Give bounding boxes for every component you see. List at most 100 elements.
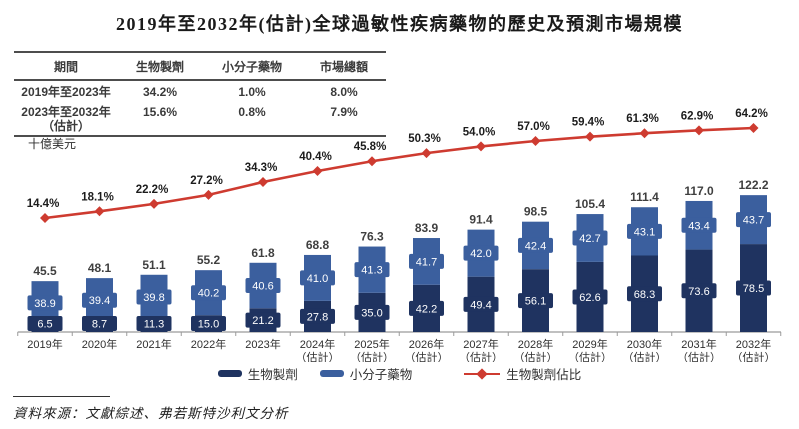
ratio-percent-label: 18.1% — [81, 191, 114, 203]
biologics-value-label: 42.2 — [416, 303, 437, 315]
biologics-value-label: 73.6 — [688, 286, 709, 298]
biologics-value-label: 49.4 — [470, 299, 491, 311]
biologics-value-label: 21.2 — [252, 315, 273, 327]
small-molecule-value-chip — [354, 262, 390, 278]
small-molecule-value-chip — [627, 223, 662, 239]
x-axis-label: 2023年 — [245, 337, 280, 351]
small-molecule-value-label: 41.0 — [307, 273, 328, 285]
small-molecule-swatch-icon — [319, 370, 344, 377]
x-axis-label-note: （估計） — [296, 350, 340, 362]
ratio-percent-label: 27.2% — [190, 175, 223, 187]
biologics-value-chip — [82, 316, 117, 331]
legend-item-biologics: 生物製劑 — [217, 364, 298, 383]
small-molecule-value-chip — [245, 278, 281, 294]
ratio-point-diamond — [203, 189, 214, 200]
small-molecule-value-chip — [82, 292, 117, 308]
cell-market-total-cagr: 7.9% — [330, 105, 358, 119]
source-divider — [13, 396, 110, 397]
biologics-value-chip — [518, 293, 553, 309]
biologics-value-chip — [245, 312, 281, 328]
bar-total-label: 61.8 — [251, 246, 275, 260]
x-axis-label-note: （估計） — [623, 350, 667, 362]
period-text: 2019年至2023年 — [21, 85, 111, 99]
ratio-point-diamond — [94, 206, 105, 217]
ratio-line — [44, 126, 754, 220]
chart-legend: 生物製劑 小分子藥物 生物製劑佔比 — [0, 364, 799, 383]
x-axis-label-note: （估計） — [350, 350, 394, 362]
x-axis-label-note: （估計） — [459, 350, 503, 362]
col-header-period: 期間 — [14, 52, 118, 81]
small-molecule-value-label: 42.4 — [525, 240, 546, 252]
bar-total-label: 111.4 — [630, 190, 659, 204]
bar-total-label: 76.3 — [360, 230, 384, 244]
ratio-point-diamond — [748, 122, 759, 133]
small-molecule-value-label: 39.4 — [89, 295, 110, 307]
cagr-table: 期間 生物製劑 小分子藥物 市場總額 2019年至2023年 34.2% 1.0… — [14, 51, 386, 137]
ratio-percent-label: 22.2% — [136, 184, 169, 196]
bar-total-label: 91.4 — [469, 213, 493, 227]
period-note: （估計） — [41, 119, 90, 133]
ratio-point-diamond — [639, 128, 650, 139]
x-axis-label-note: （估計） — [405, 350, 449, 362]
biologics-value-chip — [354, 304, 390, 320]
ratio-point-diamond — [149, 198, 159, 209]
col-header-small-molecule: 小分子藥物 — [202, 52, 302, 81]
ratio-percent-label: 14.4% — [27, 198, 60, 210]
cell-biologics-cagr: 15.6% — [142, 105, 178, 119]
cell-period: 2023年至2032年 （估計） — [14, 101, 118, 136]
biologics-value-chip — [27, 316, 63, 331]
small-molecule-value-chip — [300, 270, 335, 286]
ratio-point-diamond — [312, 165, 323, 176]
bar-total-label: 68.8 — [306, 238, 330, 252]
biologics-value-chip — [409, 300, 444, 316]
biologics-value-chip — [191, 316, 226, 331]
cell-market-total-cagr: 8.0% — [330, 85, 358, 99]
ratio-percent-label: 57.0% — [517, 121, 550, 133]
ratio-point-diamond — [694, 125, 704, 136]
biologics-value-chip — [572, 289, 608, 305]
small-molecule-value-chip — [191, 285, 226, 301]
small-molecule-value-label: 43.1 — [634, 226, 655, 238]
bar-total-label: 105.4 — [575, 197, 605, 211]
x-axis-label-note: （估計） — [677, 350, 721, 362]
ratio-point-diamond — [585, 131, 595, 142]
x-axis-label: 2025年 — [354, 337, 389, 351]
table-header-row: 期間 生物製劑 小分子藥物 市場總額 — [14, 52, 386, 81]
biologics-value-label: 68.3 — [634, 289, 655, 301]
page-title: 2019年至2032年(估計)全球過敏性疾病藥物的歷史及預測市場規模 — [116, 14, 683, 34]
small-molecule-value-label: 40.2 — [198, 288, 219, 300]
ratio-point-diamond — [421, 148, 432, 159]
table-row: 2023年至2032年 （估計） 15.6% 0.8% 7.9% — [14, 101, 386, 136]
small-molecule-value-chip — [27, 295, 63, 311]
x-axis-label: 2028年 — [518, 337, 553, 351]
small-molecule-value-chip — [409, 253, 444, 269]
ratio-percent-label: 34.3% — [245, 162, 278, 174]
cell-biologics-cagr: 34.2% — [142, 85, 178, 99]
table-row: 2019年至2023年 34.2% 1.0% 8.0% — [14, 80, 386, 101]
small-molecule-value-label: 42.0 — [470, 248, 491, 260]
biologics-value-label: 62.6 — [579, 292, 600, 304]
ratio-point-diamond — [367, 156, 377, 167]
small-molecule-value-label: 42.7 — [579, 233, 600, 245]
legend-label: 生物製劑佔比 — [506, 368, 582, 382]
ratio-point-diamond — [530, 136, 541, 147]
x-axis-label: 2029年 — [572, 337, 607, 351]
small-molecule-value-label: 43.7 — [743, 215, 764, 227]
biologics-value-label: 35.0 — [361, 307, 382, 319]
bar-total-label: 48.1 — [88, 261, 112, 275]
stacked-bar-line-chart: 6.5 38.9 45.5 2019年 8.7 39.4 48.1 2020年 11.3 39.8… — [17, 108, 782, 362]
bar-total-label: 117.0 — [684, 184, 714, 198]
ratio-point-diamond — [258, 177, 268, 188]
biologics-value-chip — [136, 316, 172, 331]
cell-small-molecule-cagr: 1.0% — [238, 85, 266, 99]
biologics-value-chip — [681, 283, 717, 299]
legend-item-small-molecule: 小分子藥物 — [319, 364, 413, 383]
small-molecule-value-chip — [136, 289, 172, 305]
bar-total-label: 51.1 — [142, 258, 166, 272]
legend-label: 小分子藥物 — [349, 368, 413, 382]
ratio-percent-label: 64.2% — [735, 108, 768, 120]
bar-total-label: 55.2 — [197, 253, 221, 267]
small-molecule-value-chip — [463, 245, 499, 261]
biologics-value-label: 56.1 — [525, 296, 546, 308]
